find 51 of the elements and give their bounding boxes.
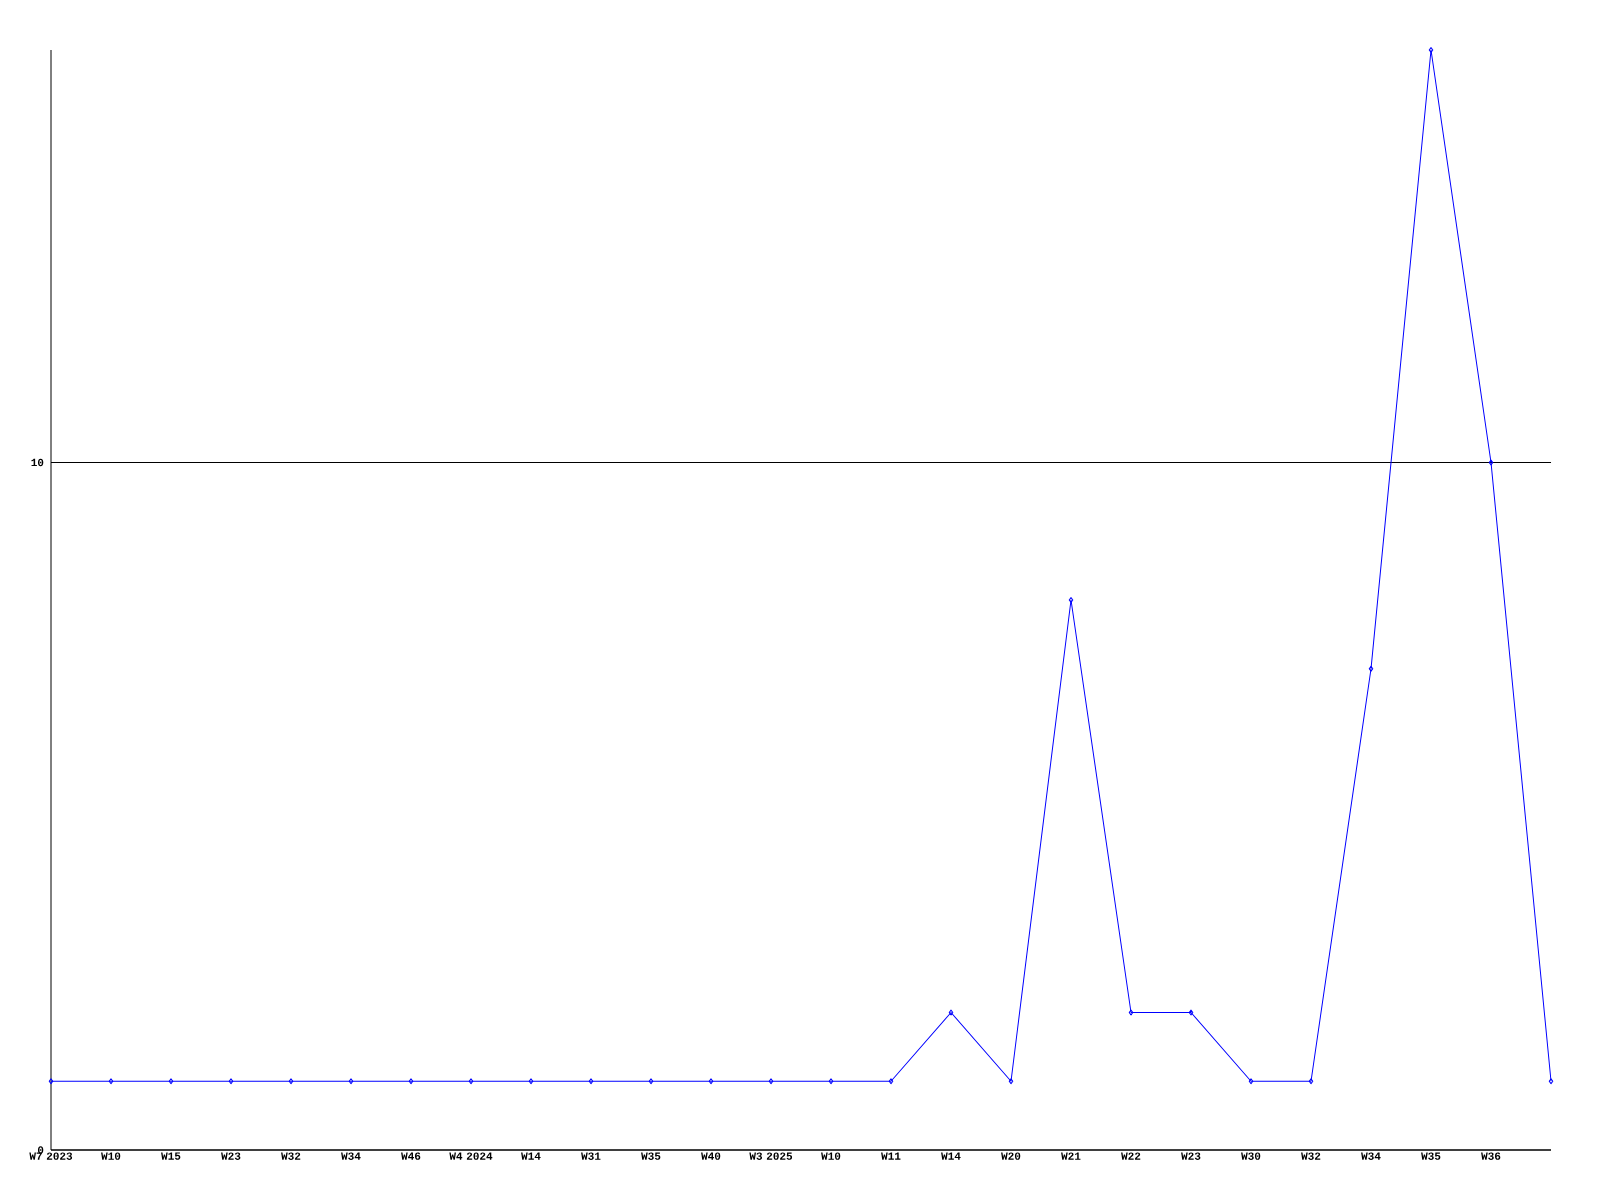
point [348,1078,354,1085]
point [288,1078,294,1085]
x-tick-label: W10 [821,1152,841,1160]
x-tick-label: W32 [281,1152,301,1160]
point [528,1078,534,1085]
point [1068,597,1074,603]
x-tick-label: W34 [341,1152,361,1160]
point [888,1078,894,1085]
point [948,1009,954,1016]
point [708,1078,714,1085]
point [588,1078,594,1085]
x-tick-label: W32 [1301,1152,1321,1160]
x-tick-label: W35 [641,1152,661,1160]
x-tick-label: W14 [941,1152,961,1160]
x-tick-label: W30 [1241,1152,1261,1160]
x-tick-label: W7 2023 [29,1152,73,1160]
x-tick-label: W23 [1181,1152,1201,1160]
point [1008,1078,1014,1085]
point [828,1078,834,1085]
x-tick-label: W3 2025 [749,1152,793,1160]
x-tick-label: W35 [1421,1152,1441,1160]
point [648,1078,654,1085]
x-tick-label: W20 [1001,1152,1021,1160]
point [168,1078,174,1085]
x-tick-label: W22 [1121,1152,1141,1160]
point [1188,1009,1194,1016]
x-tick-label: W40 [701,1152,721,1160]
point [1368,665,1374,672]
x-tick-label: W15 [161,1152,181,1160]
x-tick-label: W36 [1481,1152,1501,1160]
x-tick-label: W11 [881,1152,901,1160]
point [768,1078,774,1085]
point [408,1078,414,1085]
x-tick-label: W23 [221,1152,241,1160]
point [1308,1078,1314,1085]
point [1488,459,1494,466]
x-tick-label: W34 [1361,1152,1381,1160]
x-tick-label: W14 [521,1152,541,1160]
y-tick-label: 10 [31,458,44,467]
point [1428,47,1434,53]
x-tick-label: W46 [401,1152,421,1160]
y-tick-label: 0 [37,1146,44,1154]
x-tick-label: W21 [1061,1152,1081,1160]
point [468,1078,474,1085]
x-tick-label: W4 2024 [449,1152,493,1160]
point [108,1078,114,1085]
point [1248,1078,1254,1085]
x-tick-label: W31 [581,1152,601,1160]
point [1128,1009,1134,1016]
x-tick-label: W10 [101,1152,121,1160]
point [228,1078,234,1085]
